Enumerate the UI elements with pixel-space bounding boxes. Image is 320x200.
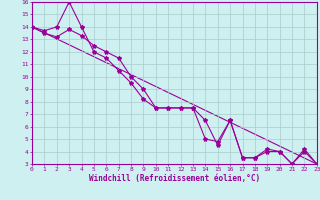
X-axis label: Windchill (Refroidissement éolien,°C): Windchill (Refroidissement éolien,°C) <box>89 174 260 183</box>
